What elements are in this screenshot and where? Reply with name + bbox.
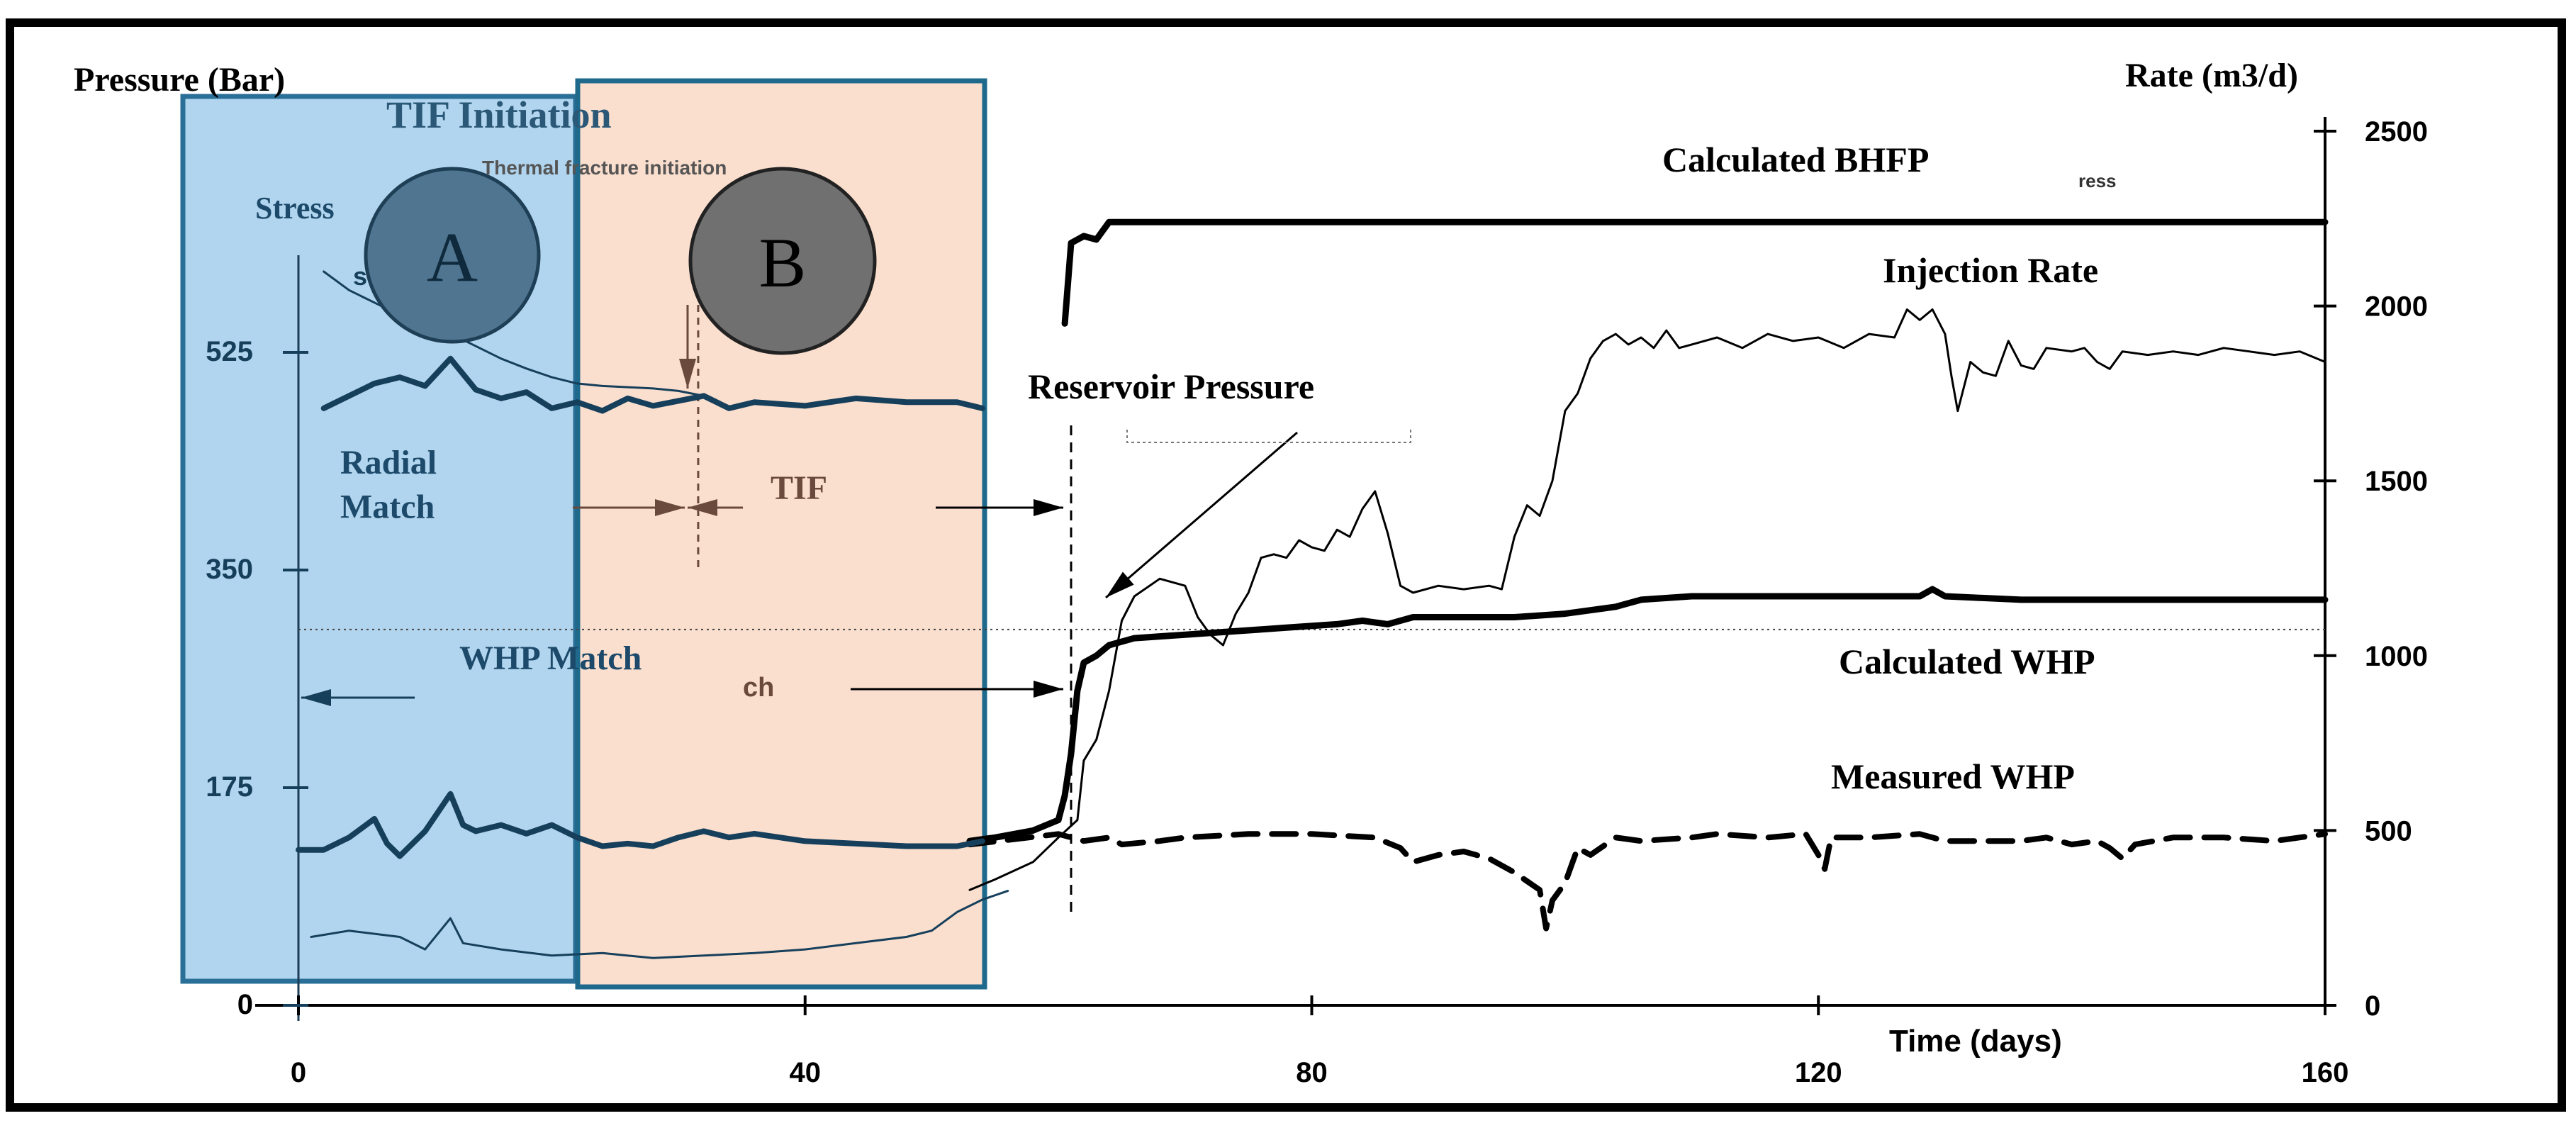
y-left-tick-label: 0 [237, 989, 253, 1020]
region-a-label: A [427, 218, 478, 296]
x-tick-label: 40 [790, 1057, 822, 1088]
y-right-tick-label: 500 [2365, 815, 2412, 847]
x-axis-label: Time (days) [1889, 1024, 2062, 1059]
x-tick-label: 120 [1795, 1057, 1842, 1088]
label-ress: ress [2078, 170, 2117, 191]
label-calculated-whp: Calculated WHP [1839, 642, 2095, 681]
reservoir-pressure-bracket [1126, 430, 1411, 443]
series-rate-scanned- [310, 890, 1009, 959]
y-left-tick-label: 350 [206, 554, 253, 585]
label-measured-whp: Measured WHP [1831, 756, 2075, 796]
arrow-whp-left-head [301, 689, 331, 706]
label-reservoir-pressure: Reservoir Pressure [1028, 367, 1314, 406]
label-whp-match: WHP Match [459, 640, 642, 677]
arrow-tif-back-head [688, 499, 717, 516]
y-right-tick-label: 1000 [2365, 641, 2428, 672]
label-tif-initiation: TIF Initiation [386, 94, 612, 136]
y-left-tick-label: 525 [206, 336, 253, 367]
region-b-circle [688, 167, 877, 355]
arrow-tif-down-head [679, 359, 696, 389]
y-right-tick-label: 2000 [2365, 291, 2428, 323]
region-b-label: B [759, 223, 807, 302]
series-injection-rate [968, 308, 2326, 891]
series-whp-match-scanned- [296, 791, 985, 859]
y-right-tick-label: 1500 [2365, 466, 2428, 497]
series [296, 218, 2329, 959]
y-right-tick-label: 0 [2365, 990, 2380, 1022]
label-radial-match: Radial Match [340, 444, 437, 525]
arrow-ch-to-injection-head [1034, 681, 1063, 698]
label-line: Match [340, 488, 435, 525]
label-tif: TIF [771, 469, 827, 507]
labels: Pressure (Bar) Rate (m3/d) Time (days) T… [74, 57, 2298, 1059]
x-tick-label: 0 [291, 1057, 306, 1088]
region-a-circle [364, 167, 541, 344]
label-ch: ch [743, 673, 774, 703]
arrows [301, 305, 1411, 706]
label-line: Radial [340, 444, 437, 481]
label-stress: Stress [255, 191, 335, 225]
y-left-axis-label: Pressure (Bar) [74, 61, 285, 99]
series-measured-whp [967, 831, 2328, 932]
arrow-reservoir-pressure-shaft [1105, 431, 1298, 599]
y-right-axis-label: Rate (m3/d) [2125, 57, 2298, 94]
label-injection-rate: Injection Rate [1883, 250, 2098, 290]
axes: 0 40 80 120 160 0 500 1000 1500 2000 2500 0 175 350 52… [206, 116, 2428, 1088]
arrow-tif-to-injection-head [1034, 499, 1063, 516]
label-thermal-fracture-initiation: Thermal fracture initiation [482, 157, 727, 179]
label-calculated-bhfp: Calculated BHFP [1662, 140, 1929, 179]
arrow-reservoir-pressure-head [1106, 571, 1134, 598]
x-tick-label: 160 [2302, 1057, 2349, 1088]
arrow-radial-to-tif-head [655, 499, 685, 516]
x-tick-label: 80 [1296, 1057, 1328, 1088]
series-bhfp-match-scanned- [320, 355, 985, 414]
series-calculated-whp [966, 586, 2329, 844]
label-stress-s: s [353, 262, 367, 291]
series-calculated-bhfp [1061, 218, 2329, 327]
y-right-tick-label: 2500 [2365, 116, 2428, 147]
y-left-tick-label: 175 [206, 771, 253, 803]
